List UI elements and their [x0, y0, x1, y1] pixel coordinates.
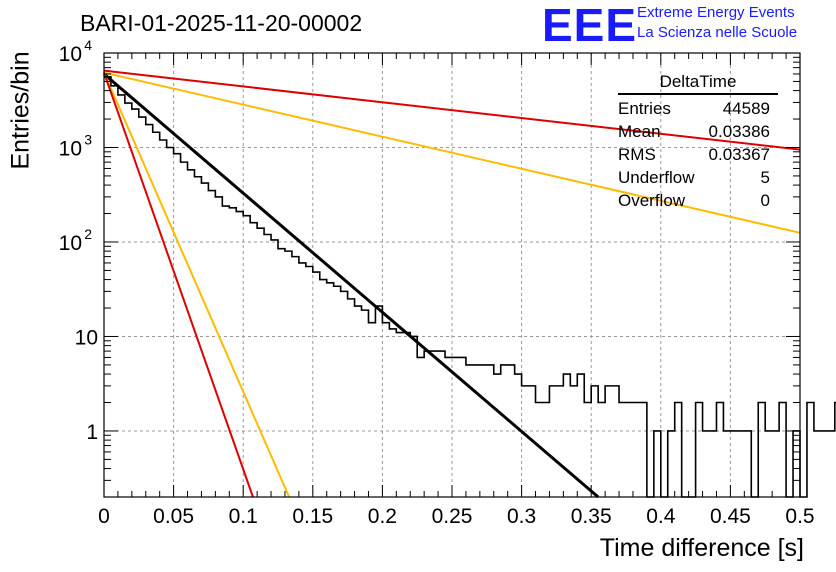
x-tick-label: 0.05 — [153, 505, 194, 528]
x-tick-label: 0.4 — [646, 505, 676, 528]
stats-row: Underflow 5 — [610, 166, 778, 189]
eee-logo: EEE — [542, 0, 638, 51]
y-tick-label-exp: 3 — [84, 131, 92, 147]
histogram — [104, 75, 836, 498]
curve-orange-fast — [103, 72, 291, 498]
stats-row: Mean 0.03386 — [610, 120, 778, 143]
y-tick-label: 10 2 — [59, 226, 93, 255]
x-tick-label: 0.1 — [229, 505, 258, 528]
y-tick-label-base: 10 — [59, 43, 82, 66]
x-tick-label: 0.35 — [571, 505, 612, 528]
x-tick-label: 0.25 — [432, 505, 473, 528]
y-tick-label: 10 — [75, 326, 98, 349]
y-tick-label-base: 10 — [59, 137, 82, 160]
curve-red-slow — [103, 69, 801, 151]
stats-box-title: DeltaTime — [618, 70, 778, 95]
y-tick-label-exp: 4 — [84, 37, 92, 53]
y-tick-label-text: 10 — [75, 326, 98, 349]
stats-label: Underflow — [618, 168, 695, 187]
y-tick-label: 1 — [86, 421, 98, 444]
curves — [103, 69, 801, 499]
x-tick-label: 0.45 — [710, 505, 751, 528]
x-axis-label: Time difference [s] — [599, 534, 804, 562]
stats-value: 5 — [760, 168, 770, 187]
logo-line-2: La Scienza nelle Scuole — [637, 24, 798, 41]
curve-red-fast — [103, 72, 254, 498]
y-tick-label: 10 3 — [59, 131, 93, 160]
logo-line-1: Extreme Energy Events — [637, 4, 795, 21]
x-tick-label: 0 — [98, 505, 110, 528]
stats-label: Overflow — [618, 191, 686, 210]
ticks: 0 0.05 0.1 0.15 0.2 0.25 0.3 0.35 0.4 0.45 0.51101… — [59, 37, 815, 528]
curve-orange-slow — [103, 71, 801, 234]
chart-title: BARI-01-2025-11-20-00002 — [80, 10, 363, 36]
y-tick-label-exp: 2 — [84, 226, 92, 242]
stats-value: 0 — [760, 191, 770, 210]
x-tick-label: 0.2 — [368, 505, 397, 528]
stats-label: Mean — [618, 122, 661, 141]
stats-value: 0.03386 — [708, 122, 770, 141]
y-tick-label-base: 10 — [59, 232, 82, 255]
stats-value: 0.03367 — [708, 145, 770, 164]
stats-box: DeltaTime Entries 44589 Mean 0.03386 RMS 0.… — [610, 70, 778, 212]
y-tick-label: 10 4 — [59, 37, 93, 66]
x-tick-label: 0.15 — [292, 505, 333, 528]
y-tick-label-text: 1 — [86, 421, 98, 444]
stats-label: RMS — [618, 145, 656, 164]
x-tick-label: 0.5 — [785, 505, 814, 528]
stats-row: Entries 44589 — [610, 97, 778, 120]
x-tick-label: 0.3 — [507, 505, 536, 528]
grid-lines — [104, 53, 800, 497]
stats-label: Entries — [618, 99, 671, 118]
stats-row: RMS 0.03367 — [610, 143, 778, 166]
y-axis-label: Entries/bin — [6, 51, 35, 170]
stats-value: 44589 — [722, 99, 770, 118]
histogram-outline — [104, 75, 836, 498]
stats-row: Overflow 0 — [610, 189, 778, 212]
curve-fit — [103, 72, 600, 499]
